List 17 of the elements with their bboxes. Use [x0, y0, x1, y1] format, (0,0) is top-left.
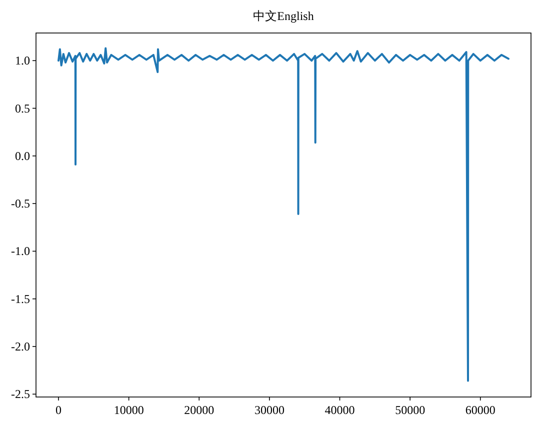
y-tick-label: 1.0: [15, 54, 30, 68]
x-tick-label: 40000: [324, 403, 355, 417]
y-tick-label: -2.5: [11, 387, 30, 402]
x-tick-label: 60000: [465, 403, 496, 417]
y-tick-label: 0.5: [15, 101, 30, 116]
y-tick-label: 0.0: [15, 148, 30, 163]
y-tick-label: -1.5: [11, 292, 30, 306]
x-tick-label: 30000: [254, 403, 284, 417]
x-tick-label: 10000: [114, 403, 144, 417]
y-tick-label: -0.5: [11, 196, 30, 211]
chart-title: 中文English: [253, 9, 314, 23]
y-tick-label: -1.0: [11, 244, 30, 258]
y-tick-label: -2.0: [11, 339, 30, 354]
x-tick-label: 0: [56, 403, 62, 417]
x-tick-label: 20000: [184, 403, 214, 417]
x-tick-label: 50000: [395, 403, 426, 417]
line-series: [58, 47, 510, 382]
